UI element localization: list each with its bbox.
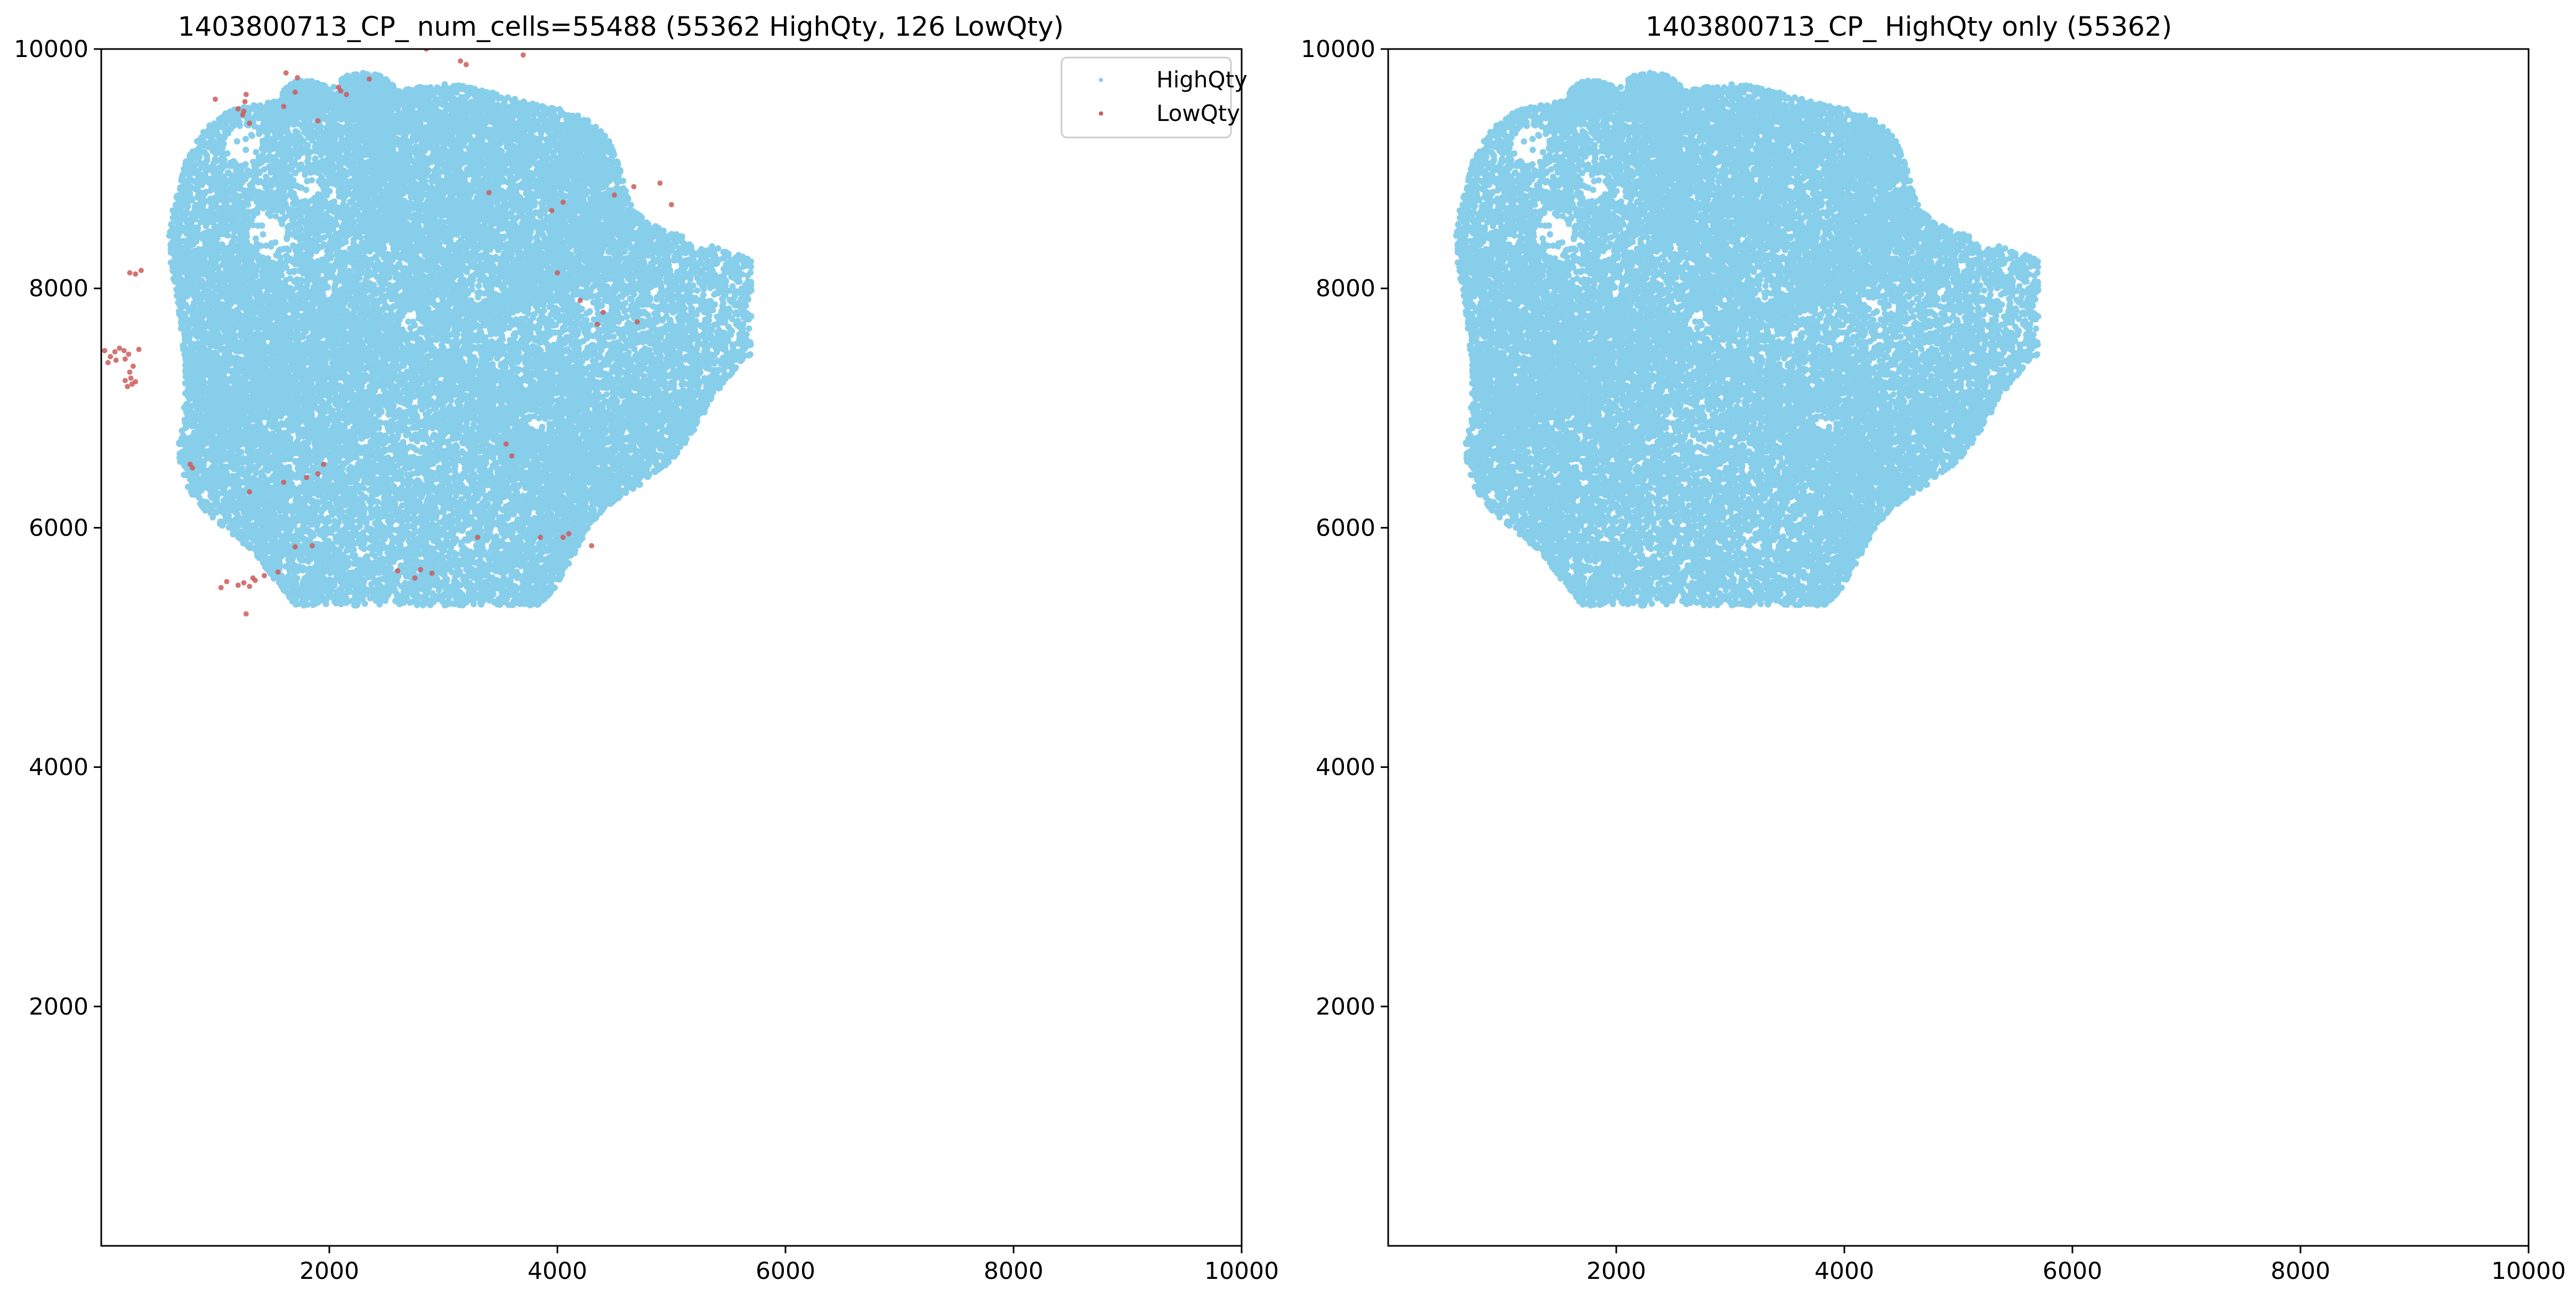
left-highqty-points	[166, 70, 755, 609]
highqty-point	[242, 147, 249, 153]
highqty-point	[233, 138, 240, 145]
left-chart-title: 1403800713_CP_ num_cells=55488 (55362 Hi…	[178, 11, 1064, 42]
left-scatter-panel: 1403800713_CP_ num_cells=55488 (55362 Hi…	[14, 11, 1279, 1285]
